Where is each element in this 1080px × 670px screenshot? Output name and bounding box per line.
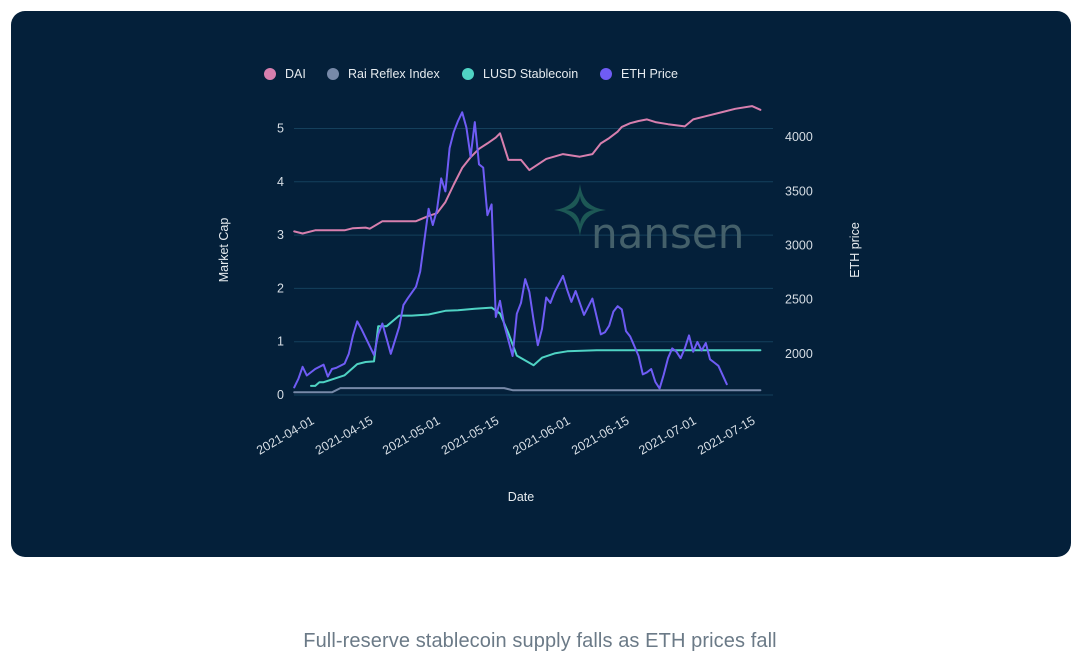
- grid-lines: [294, 128, 773, 396]
- right-axis-ticks: 2000 2500 3000 3500 4000: [785, 130, 813, 361]
- figure-caption: Full-reserve stablecoin supply falls as …: [303, 630, 777, 652]
- y2-tick-label: 3500: [785, 184, 813, 198]
- watermark-text: nansen: [591, 209, 744, 258]
- legend-marker: [264, 68, 276, 80]
- nansen-watermark: nansen: [554, 184, 744, 258]
- y2-tick-label: 4000: [785, 130, 813, 144]
- legend-item-dai[interactable]: DAI: [264, 67, 306, 81]
- legend-item-rai-reflex-index[interactable]: Rai Reflex Index: [327, 67, 440, 81]
- y-tick-label: 5: [277, 122, 284, 136]
- legend-label: Rai Reflex Index: [348, 67, 440, 81]
- x-axis-title: Date: [508, 490, 534, 504]
- series-line-rai-reflex-index: [293, 387, 762, 394]
- legend: DAI Rai Reflex Index LUSD Stablecoin ETH Pr…: [264, 67, 678, 81]
- y-axis-title: Market Cap: [217, 218, 231, 283]
- left-axis-ticks: 0 1 2 3 4 5: [277, 122, 284, 403]
- chart-background: [11, 11, 1071, 557]
- y2-axis-title: ETH price: [848, 222, 862, 278]
- y-tick-label: 1: [277, 335, 284, 349]
- series-line-lusd-stablecoin: [310, 306, 762, 387]
- legend-marker: [462, 68, 474, 80]
- legend-marker: [327, 68, 339, 80]
- y-tick-label: 2: [277, 281, 284, 295]
- y2-tick-label: 3000: [785, 239, 813, 253]
- series-lines: [293, 105, 762, 394]
- y-tick-label: 3: [277, 228, 284, 242]
- legend-label: LUSD Stablecoin: [483, 67, 578, 81]
- nansen-logo-icon: [554, 184, 606, 236]
- series-line-eth-price: [293, 111, 728, 390]
- legend-item-eth-price[interactable]: ETH Price: [600, 67, 678, 81]
- y-tick-label: 4: [277, 175, 284, 189]
- legend-marker: [600, 68, 612, 80]
- series-line-dai: [293, 105, 762, 235]
- legend-label: ETH Price: [621, 67, 678, 81]
- y2-tick-label: 2500: [785, 293, 813, 307]
- legend-label: DAI: [285, 67, 306, 81]
- y-tick-label: 0: [277, 388, 284, 402]
- y2-tick-label: 2000: [785, 347, 813, 361]
- legend-item-lusd-stablecoin[interactable]: LUSD Stablecoin: [462, 67, 578, 81]
